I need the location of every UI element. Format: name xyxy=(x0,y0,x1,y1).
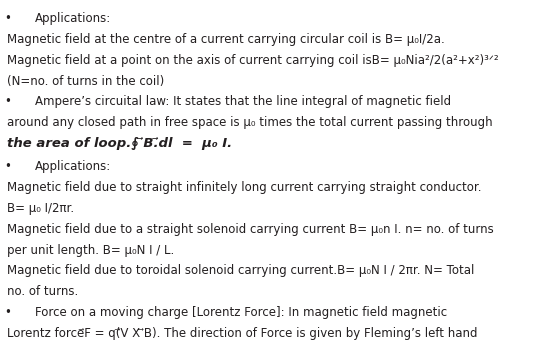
Text: Magnetic field due to straight infinitely long current carrying straight conduct: Magnetic field due to straight infinitel… xyxy=(7,181,481,194)
Text: Applications:: Applications: xyxy=(35,12,112,25)
Text: around any closed path in free space is μ₀ times the total current passing throu: around any closed path in free space is … xyxy=(7,116,492,129)
Text: the area of loop.∮ ⃗B.⃗dl  =  μ₀ I.: the area of loop.∮ ⃗B.⃗dl = μ₀ I. xyxy=(7,137,232,150)
Text: •: • xyxy=(4,160,11,173)
Text: Lorentz force⃗F = q(⃗V X ⃗B). The direction of Force is given by Fleming’s left : Lorentz force⃗F = q(⃗V X ⃗B). The direct… xyxy=(7,327,477,340)
Text: Ampere’s circuital law: It states that the line integral of magnetic field: Ampere’s circuital law: It states that t… xyxy=(35,95,452,108)
Text: per unit length. B= μ₀N I / L.: per unit length. B= μ₀N I / L. xyxy=(7,244,174,256)
Text: (N=no. of turns in the coil): (N=no. of turns in the coil) xyxy=(7,75,164,88)
Text: Magnetic field at a point on the axis of current carrying coil isB= μ₀Nia²/2(a²+: Magnetic field at a point on the axis of… xyxy=(7,54,498,67)
Text: no. of turns.: no. of turns. xyxy=(7,285,78,298)
Text: Magnetic field at the centre of a current carrying circular coil is B= μ₀I/2a.: Magnetic field at the centre of a curren… xyxy=(7,33,444,46)
Text: Force on a moving charge [Lorentz Force]: In magnetic field magnetic: Force on a moving charge [Lorentz Force]… xyxy=(35,306,448,319)
Text: •: • xyxy=(4,306,11,319)
Text: B= μ₀ I/2πr.: B= μ₀ I/2πr. xyxy=(7,202,73,215)
Text: Magnetic field due to a straight solenoid carrying current B= μ₀n I. n= no. of t: Magnetic field due to a straight solenoi… xyxy=(7,223,493,236)
Text: •: • xyxy=(4,12,11,25)
Text: Magnetic field due to toroidal solenoid carrying current.B= μ₀N I / 2πr. N= Tota: Magnetic field due to toroidal solenoid … xyxy=(7,264,474,277)
Text: •: • xyxy=(4,95,11,108)
Text: Applications:: Applications: xyxy=(35,160,112,173)
